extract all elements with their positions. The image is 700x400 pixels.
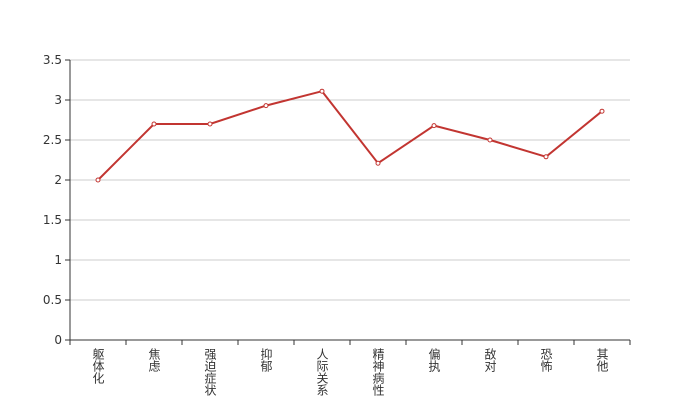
point bbox=[95, 177, 101, 183]
y-tick-label: 1.5 bbox=[43, 213, 62, 227]
point bbox=[599, 108, 605, 114]
y-tick-label: 1 bbox=[54, 253, 62, 267]
x-tick-label: 强迫症状 bbox=[203, 348, 217, 396]
point bbox=[151, 121, 157, 127]
y-tick-label: 3.5 bbox=[43, 53, 62, 67]
x-tick-label: 抑郁 bbox=[259, 347, 273, 373]
y-tick-label: 2.5 bbox=[43, 133, 62, 147]
y-tick-label: 0 bbox=[54, 333, 62, 347]
point bbox=[207, 121, 213, 127]
x-tick-label: 其他 bbox=[595, 348, 609, 372]
point bbox=[543, 154, 549, 160]
x-tick-label: 人际关系 bbox=[315, 348, 329, 396]
x-tick-label: 恐怖 bbox=[539, 348, 553, 372]
point bbox=[487, 137, 493, 143]
point bbox=[263, 103, 269, 109]
y-tick-label: 2 bbox=[54, 173, 62, 187]
y-tick-label: 3 bbox=[54, 93, 62, 107]
x-tick-label: 偏执 bbox=[427, 347, 441, 373]
x-tick-label: 精神病性 bbox=[371, 348, 385, 397]
point bbox=[431, 123, 437, 129]
point bbox=[319, 88, 325, 94]
x-tick-label: 躯体化 bbox=[91, 347, 105, 385]
y-tick-label: 0.5 bbox=[43, 293, 62, 307]
x-tick-label: 敌对 bbox=[483, 347, 497, 372]
point bbox=[375, 160, 381, 166]
line bbox=[97, 90, 603, 181]
x-tick-label: 焦虑 bbox=[147, 348, 161, 372]
